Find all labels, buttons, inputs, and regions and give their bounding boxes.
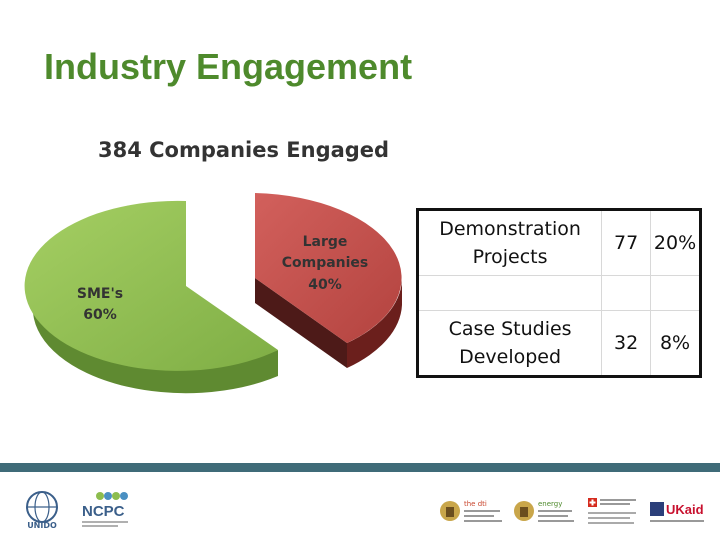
table-row [416,275,701,311]
pie-slice-large [255,193,402,343]
stats-table: Demonstration Projects 77 20% Case Studi… [416,208,702,378]
row-count: 32 [601,310,652,377]
unido-logo: UNIDO [26,491,58,530]
ncpc-text: NCPC [82,503,125,520]
table-row: Case Studies Developed 32 8% [416,310,701,377]
pie-slice-large-inner-side [255,278,347,368]
unido-text: UNIDO [27,521,57,530]
pie-slice-sme [24,200,279,371]
row-percent: 8% [650,310,701,377]
pie-chart: Large Companies 40% SME's 60% [24,193,402,394]
label-large-word: Companies [282,255,369,271]
row-percent [650,275,701,311]
row-count [601,275,652,311]
row-label [416,275,603,311]
chart-title: 384 Companies Engaged [98,138,390,162]
label-large-word: Large [303,234,348,250]
dti-logo: the dti [440,500,502,522]
row-percent: 20% [650,209,701,276]
ncpc-logo: NCPC [82,492,128,527]
ukaid-logo: UKaid [650,502,704,522]
label-large-companies: Large Companies [282,234,369,271]
page-title: Industry Engagement [44,46,413,87]
row-label: Demonstration Projects [416,209,603,276]
row-count: 77 [601,209,652,276]
footer-bar [0,463,720,472]
label-sme: SME's [77,286,123,302]
energy-text: energy [538,500,562,508]
label-large-percent: 40% [308,277,342,293]
pie-slice-large-side [347,280,402,368]
dti-text: the dti [464,500,487,508]
label-sme-percent: 60% [83,307,117,323]
ukaid-text: UKaid [666,502,704,517]
swiss-logo [588,498,636,524]
table-row: Demonstration Projects 77 20% [416,209,701,276]
energy-logo: energy [514,500,574,522]
row-label: Case Studies Developed [416,310,603,377]
